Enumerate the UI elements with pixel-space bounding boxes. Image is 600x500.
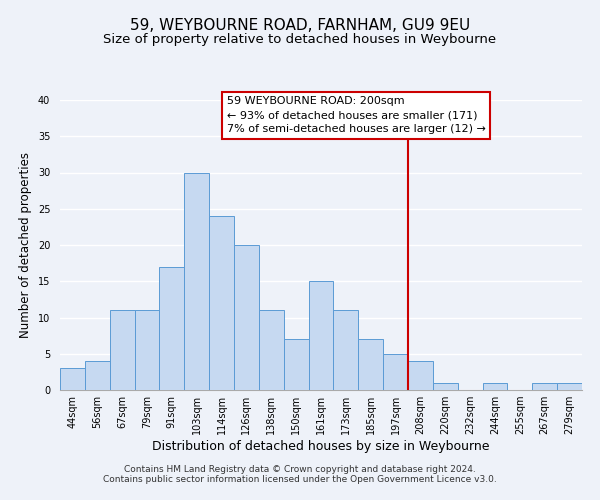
Y-axis label: Number of detached properties: Number of detached properties (19, 152, 32, 338)
Bar (308, 281, 334, 390)
Bar (334, 310, 358, 390)
Text: Size of property relative to detached houses in Weybourne: Size of property relative to detached ho… (103, 32, 497, 46)
Bar (383, 354, 408, 390)
Text: 59 WEYBOURNE ROAD: 200sqm
← 93% of detached houses are smaller (171)
7% of semi-: 59 WEYBOURNE ROAD: 200sqm ← 93% of detac… (227, 96, 485, 134)
Bar (259, 310, 284, 390)
Bar (85, 361, 110, 390)
Bar (408, 361, 433, 390)
Bar (160, 267, 184, 390)
Bar (110, 310, 134, 390)
Bar (184, 172, 209, 390)
Text: Contains HM Land Registry data © Crown copyright and database right 2024.: Contains HM Land Registry data © Crown c… (124, 466, 476, 474)
Text: Contains public sector information licensed under the Open Government Licence v3: Contains public sector information licen… (103, 476, 497, 484)
Bar (234, 245, 259, 390)
Bar (532, 383, 557, 390)
Bar (557, 383, 582, 390)
Bar (209, 216, 234, 390)
Bar (482, 383, 508, 390)
Bar (433, 383, 458, 390)
Bar (284, 339, 308, 390)
Bar (134, 310, 160, 390)
X-axis label: Distribution of detached houses by size in Weybourne: Distribution of detached houses by size … (152, 440, 490, 453)
Text: 59, WEYBOURNE ROAD, FARNHAM, GU9 9EU: 59, WEYBOURNE ROAD, FARNHAM, GU9 9EU (130, 18, 470, 32)
Bar (358, 339, 383, 390)
Bar (60, 368, 85, 390)
